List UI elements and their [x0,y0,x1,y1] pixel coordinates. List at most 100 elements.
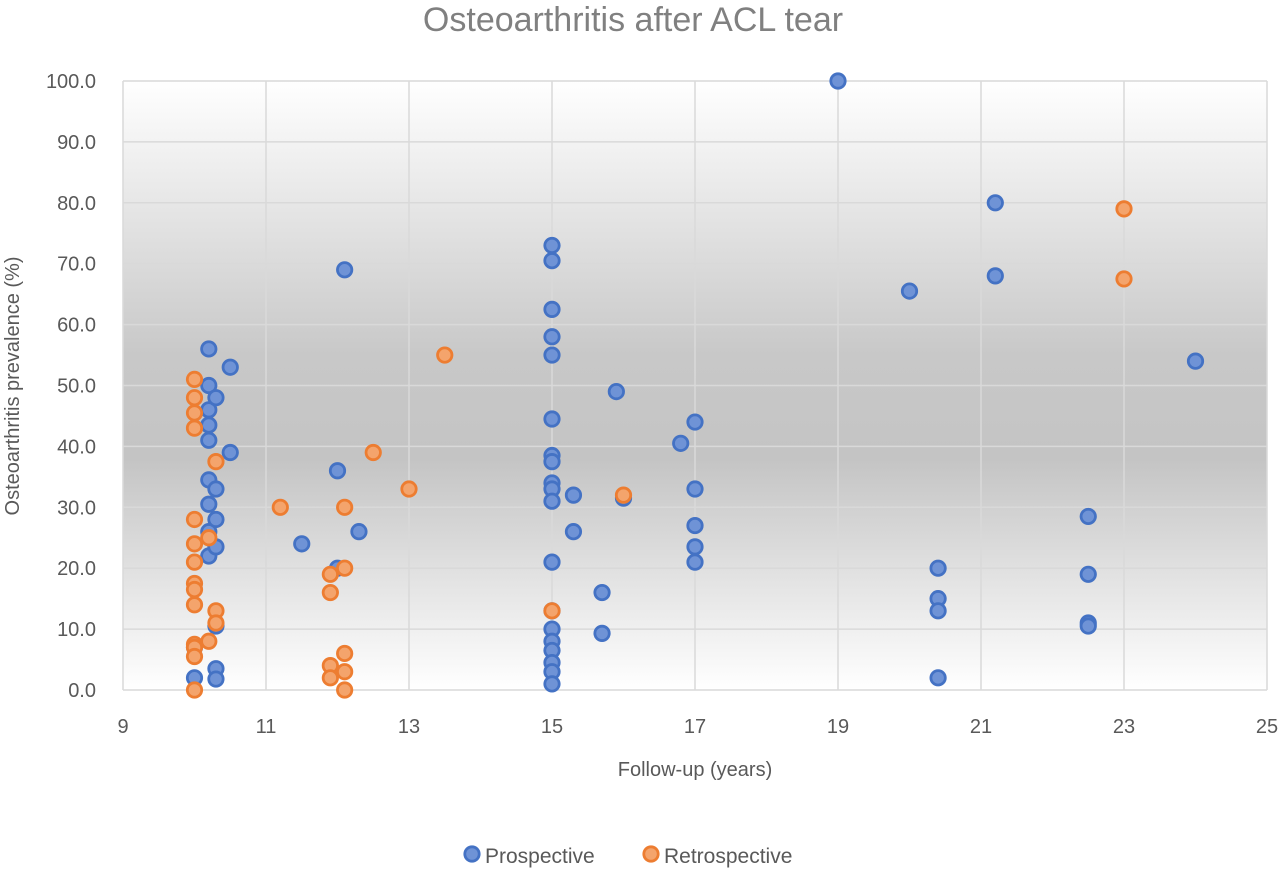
y-tick-label: 0.0 [68,680,96,702]
series-prospective [185,72,1205,693]
x-tick-label: 19 [827,716,849,738]
y-tick-label: 90.0 [57,132,96,154]
data-point-prospective [593,624,611,642]
data-point-retrospective [336,663,354,681]
chart-title: Osteoarthritis after ACL tear [423,1,843,39]
x-axis-label: Follow-up (years) [618,759,772,781]
data-point-retrospective [321,669,339,687]
x-tick-label: 25 [1256,716,1278,738]
x-tick-label: 13 [398,716,420,738]
data-point-retrospective [400,480,418,498]
legend: Prospective Retrospective [463,845,792,868]
data-point-retrospective [321,583,339,602]
data-point-retrospective [543,602,561,620]
data-point-prospective [900,282,919,300]
data-point-retrospective [364,443,382,462]
legend-marker-retrospective [642,845,660,863]
y-tick-label: 100.0 [46,71,96,93]
data-point-prospective [200,495,218,513]
y-tick-label: 40.0 [57,436,96,458]
data-point-retrospective [185,404,204,422]
data-point-retrospective [185,419,204,437]
data-point-retrospective [436,346,454,364]
data-point-prospective [1079,565,1097,583]
data-point-prospective [686,516,704,535]
data-point-retrospective [207,453,225,471]
data-point-prospective [221,358,239,376]
data-point-prospective [543,453,561,471]
data-point-prospective [221,443,239,462]
y-axis-label: Osteoarthritis prevalence (%) [2,257,24,516]
data-point-prospective [672,434,690,452]
data-point-prospective [543,328,561,346]
data-point-prospective [543,252,561,270]
data-point-prospective [1186,352,1205,370]
data-point-prospective [929,669,947,687]
x-tick-label: 23 [1113,716,1135,738]
data-point-prospective [543,553,561,571]
data-point-retrospective [207,614,225,632]
data-point-prospective [564,486,583,504]
legend-marker-prospective [463,845,481,863]
data-point-prospective [543,492,561,510]
data-point-prospective [200,376,218,395]
data-point-prospective [543,300,561,318]
data-point-prospective [686,538,704,556]
y-tick-label: 20.0 [57,558,96,580]
data-point-prospective [686,480,704,498]
data-point-prospective [207,670,225,688]
data-point-retrospective [200,632,218,650]
x-axis-ticks: 9 11 13 15 17 19 21 23 25 [117,716,1278,738]
data-point-retrospective [336,559,354,577]
data-point-prospective [543,675,561,693]
data-points [185,72,1205,699]
x-tick-label: 15 [541,716,563,738]
data-point-prospective [200,340,218,358]
data-point-prospective [293,535,311,553]
data-point-retrospective [271,498,289,516]
data-point-retrospective [614,486,633,504]
data-point-prospective [929,559,947,577]
data-point-prospective [1079,507,1097,526]
y-tick-label: 80.0 [57,193,96,215]
data-point-prospective [200,431,218,449]
data-point-retrospective [185,596,204,614]
data-point-retrospective [185,553,204,571]
data-point-retrospective [185,389,204,407]
x-tick-label: 17 [684,716,706,738]
data-point-retrospective [1115,270,1133,288]
data-point-prospective [328,462,347,480]
y-tick-label: 70.0 [57,254,96,276]
data-point-prospective [564,523,583,541]
data-point-retrospective [185,370,204,389]
legend-label-retrospective: Retrospective [664,845,792,868]
data-point-prospective [829,72,847,90]
data-point-retrospective [336,681,354,699]
data-point-retrospective [185,580,204,599]
data-point-retrospective [1115,200,1133,218]
data-point-prospective [200,416,218,434]
data-point-prospective [986,194,1004,212]
data-point-prospective [543,346,561,364]
data-point-prospective [686,553,704,571]
data-point-prospective [350,523,368,541]
data-point-prospective [1079,617,1097,635]
data-point-prospective [543,236,561,255]
data-point-prospective [543,410,561,428]
data-point-retrospective [321,565,339,583]
y-tick-label: 10.0 [57,619,96,641]
data-point-retrospective [200,529,218,547]
data-point-prospective [593,583,611,602]
y-tick-label: 60.0 [57,315,96,337]
y-tick-label: 50.0 [57,376,96,398]
data-point-prospective [336,261,354,279]
data-point-prospective [207,510,225,529]
series-retrospective [185,200,1133,699]
data-point-prospective [207,480,225,498]
data-point-prospective [207,389,225,407]
gridlines [122,80,1268,691]
x-tick-label: 21 [970,716,992,738]
data-point-retrospective [185,681,204,699]
legend-label-prospective: Prospective [485,845,595,868]
